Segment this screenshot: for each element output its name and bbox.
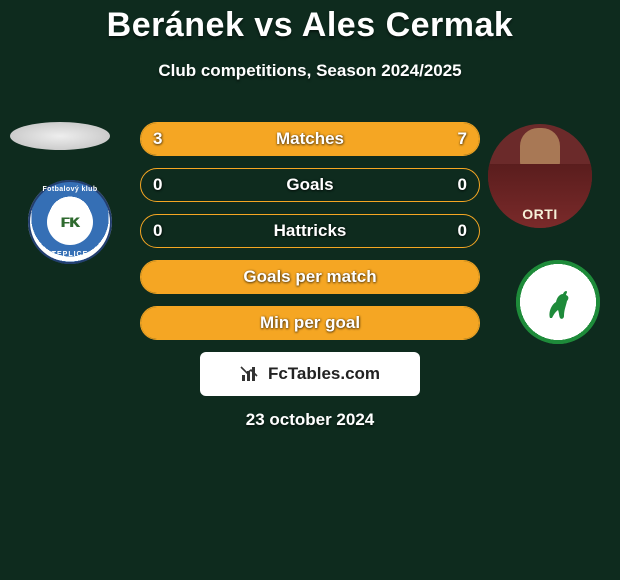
page-title: Beránek vs Ales Cermak [0, 0, 620, 45]
player-photo-right: ORTI [488, 124, 592, 228]
stats-area: 3 Matches 7 0 Goals 0 0 Hattricks 0 Goal… [140, 122, 480, 352]
stat-value-right: 0 [458, 169, 467, 200]
kangaroo-icon [542, 282, 574, 322]
stat-label: Min per goal [141, 307, 479, 338]
club-crest-left: Fotbalový klub FK TEPLICE [28, 180, 112, 264]
page-subtitle: Club competitions, Season 2024/2025 [0, 61, 620, 81]
stat-value-right: 0 [458, 215, 467, 246]
stat-label: Matches [141, 123, 479, 154]
crest-left-arc-bottom: TEPLICE [28, 251, 112, 258]
stat-row-min-per-goal: Min per goal [140, 306, 480, 340]
report-date: 23 october 2024 [0, 410, 620, 430]
crest-right-arc-bottom: PRAHA [516, 325, 600, 332]
stat-row-hattricks: 0 Hattricks 0 [140, 214, 480, 248]
crest-left-arc-top: Fotbalový klub [28, 186, 112, 193]
stat-label: Hattricks [141, 215, 479, 246]
stat-label: Goals per match [141, 261, 479, 292]
stat-row-goals-per-match: Goals per match [140, 260, 480, 294]
crest-left-monogram: FK [47, 199, 93, 245]
attribution-badge[interactable]: FcTables.com [200, 352, 420, 396]
crest-right-arc-top: BOHEMIANS [516, 272, 600, 279]
player-photo-left [10, 122, 110, 150]
stat-value-right: 7 [458, 123, 467, 154]
bar-chart-icon [240, 365, 262, 383]
player-jersey: ORTI [488, 164, 592, 228]
stat-row-goals: 0 Goals 0 [140, 168, 480, 202]
jersey-sponsor: ORTI [488, 206, 592, 222]
stat-label: Goals [141, 169, 479, 200]
attribution-text: FcTables.com [268, 364, 380, 384]
club-crest-right: BOHEMIANS PRAHA [516, 260, 600, 344]
stat-row-matches: 3 Matches 7 [140, 122, 480, 156]
